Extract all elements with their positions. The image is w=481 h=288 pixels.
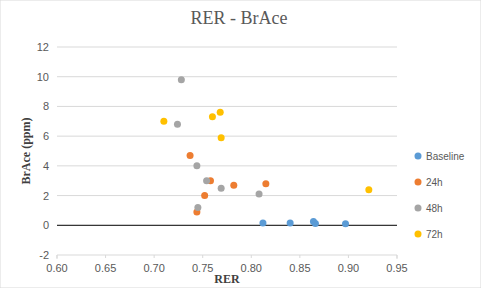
point — [193, 162, 200, 169]
grid-line — [57, 165, 397, 166]
x-tick-label: 0.80 — [241, 262, 262, 274]
background — [0, 0, 481, 288]
x-tick — [397, 255, 398, 258]
legend-label: 72h — [426, 229, 443, 240]
x-range-start — [57, 255, 58, 259]
x-tick — [154, 255, 155, 258]
point — [312, 220, 319, 227]
point — [160, 118, 167, 125]
legend-label: 24h — [426, 177, 443, 188]
x-tick-label: 0.85 — [289, 262, 310, 274]
y-tick-label: 0 — [43, 219, 49, 231]
x-tick-label: 0.65 — [95, 262, 116, 274]
grid-line — [57, 255, 397, 256]
x-tick — [57, 255, 58, 258]
point — [218, 134, 225, 141]
x-tick-label: 0.60 — [46, 262, 67, 274]
point — [194, 204, 201, 211]
point — [262, 180, 269, 187]
point — [365, 186, 372, 193]
x-tick — [105, 255, 106, 258]
y-tick-label: 2 — [43, 190, 49, 202]
points — [160, 76, 372, 227]
point — [259, 220, 266, 227]
y-tick-label: 12 — [37, 41, 49, 53]
point — [209, 113, 216, 120]
legend-marker — [415, 231, 422, 238]
y-tick-label: 4 — [43, 160, 49, 172]
x-tick-label: 0.70 — [143, 262, 164, 274]
x-tick — [348, 255, 349, 258]
point — [174, 121, 181, 128]
y-tick-label: -2 — [39, 249, 49, 261]
grid-line — [57, 47, 397, 48]
y-axis-label: BrAce (ppm) — [19, 118, 33, 185]
chart: RER - BrAce -2 0 2 4 6 8 10 12 0.60 0.65 0.70 0.75 0.… — [0, 0, 481, 288]
legend-label: 48h — [426, 203, 443, 214]
grid-line — [57, 76, 397, 77]
point — [178, 76, 185, 83]
legend-marker — [415, 179, 422, 186]
point — [203, 177, 210, 184]
point — [217, 109, 224, 116]
grid-line — [57, 106, 397, 107]
x-tick-label: 0.75 — [192, 262, 213, 274]
x-range-end — [397, 255, 398, 259]
point — [187, 152, 194, 159]
point — [201, 192, 208, 199]
x-tick-label: 0.90 — [338, 262, 359, 274]
y-tick-label: 8 — [43, 100, 49, 112]
grid-line — [57, 195, 397, 196]
x-tick — [251, 255, 252, 258]
point — [218, 185, 225, 192]
point — [230, 182, 237, 189]
legend-marker — [415, 205, 422, 212]
y-tick-label: 6 — [43, 130, 49, 142]
point — [287, 220, 294, 227]
x-tick-label: 0.95 — [386, 262, 407, 274]
x-axis-label: RER — [214, 272, 240, 286]
y-tick-label: 10 — [37, 71, 49, 83]
title: RER - BrAce — [191, 8, 288, 28]
point — [342, 220, 349, 227]
legend-label: Baseline — [426, 151, 465, 162]
grid-line — [57, 136, 397, 137]
x-tick — [299, 255, 300, 258]
legend-marker — [415, 153, 422, 160]
point — [256, 191, 263, 198]
x-tick — [202, 255, 203, 258]
